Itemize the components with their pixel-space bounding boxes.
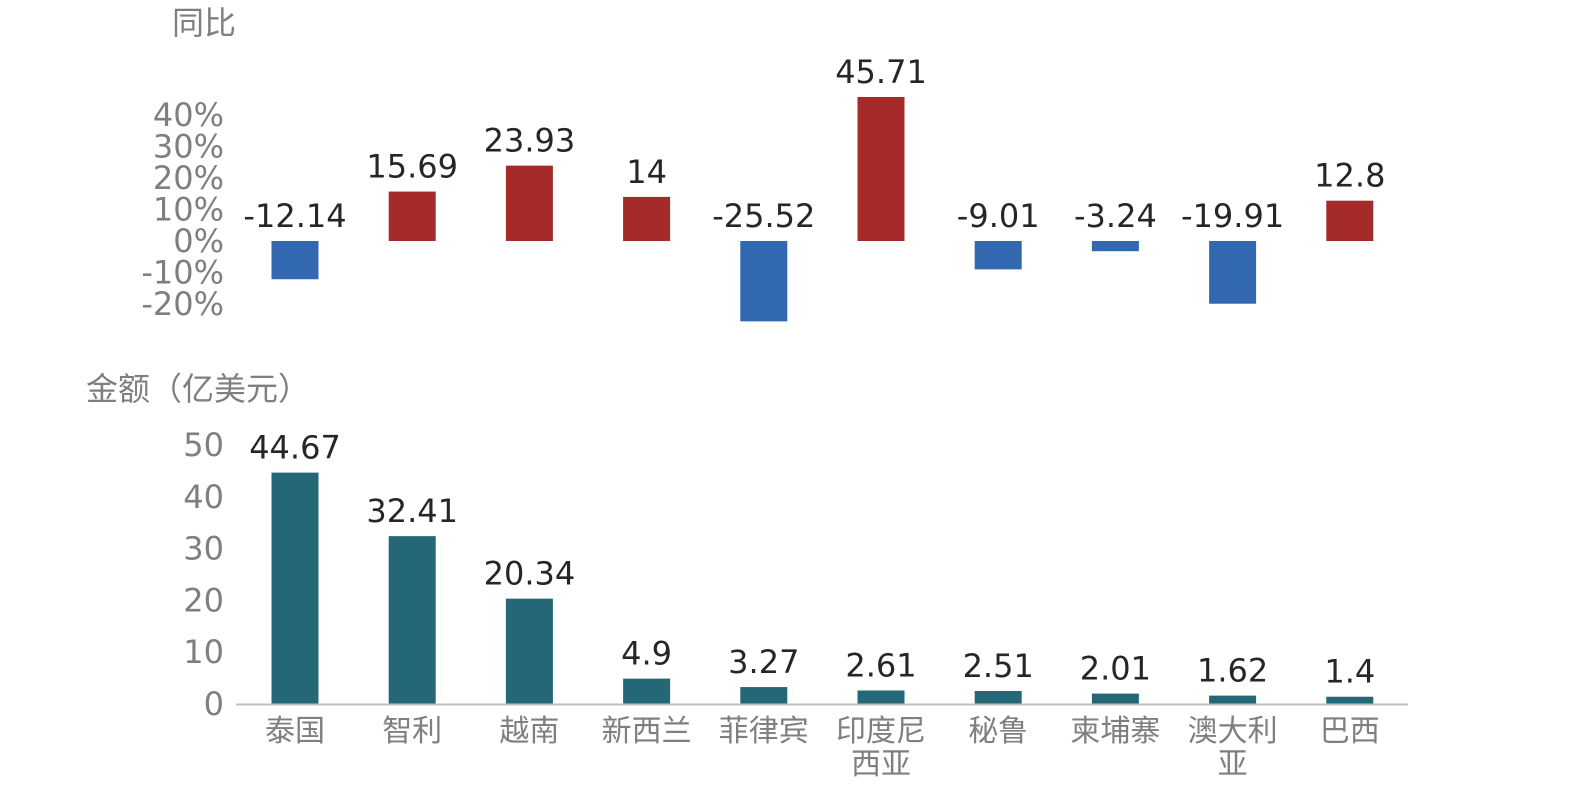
amount-y-tick: 50	[183, 426, 224, 464]
yoy-y-tick: 40%	[153, 96, 224, 134]
yoy-value-label: -12.14	[243, 197, 346, 235]
category-label: 秘鲁	[968, 714, 1028, 749]
amount-y-tick: 0	[204, 685, 224, 723]
amount-bar-cat-4	[740, 687, 788, 704]
category-label: 巴西	[1320, 714, 1380, 749]
yoy-value-label: -9.01	[957, 197, 1040, 235]
amount-y-tick: 10	[183, 633, 224, 671]
amount-bar-cat-2	[505, 598, 553, 704]
yoy-bar-cat-7	[1091, 241, 1139, 252]
yoy-value-label: 15.69	[366, 148, 458, 186]
yoy-axis-title: 同比	[172, 4, 236, 42]
amount-y-tick: 20	[183, 581, 224, 619]
amount-bar-cat-5	[857, 690, 905, 704]
amount-bar-cat-6	[974, 690, 1022, 704]
amount-value-label: 1.4	[1324, 653, 1375, 691]
amount-value-label: 1.62	[1197, 652, 1268, 690]
yoy-bar-cat-5	[857, 97, 905, 242]
yoy-bar-cat-0	[271, 241, 319, 280]
amount-value-label: 2.61	[845, 646, 916, 684]
amount-value-label: 20.34	[484, 555, 576, 593]
yoy-value-label: -19.91	[1181, 197, 1284, 235]
amount-bar-chart: 金额（亿美元） 50 40 30 20 10 0 44.67 32.41 20.34 4.9 3.…	[86, 370, 1408, 782]
yoy-bar-cat-2	[505, 165, 553, 241]
category-label: 印度尼西亚	[836, 714, 926, 782]
yoy-value-label: 14	[626, 153, 667, 191]
yoy-bar-cat-3	[623, 196, 671, 241]
yoy-value-label: -25.52	[712, 197, 815, 235]
yoy-value-label: 45.71	[835, 53, 927, 91]
yoy-y-tick: 30%	[153, 128, 224, 166]
category-label: 柬埔寨	[1070, 714, 1160, 749]
amount-y-tick: 30	[183, 530, 224, 568]
amount-y-tick: 40	[183, 478, 224, 516]
amount-bar-cat-9	[1326, 696, 1374, 704]
yoy-value-label: -3.24	[1074, 197, 1157, 235]
category-label: 泰国	[265, 714, 325, 749]
yoy-value-label: 23.93	[484, 122, 576, 160]
yoy-value-label: 12.8	[1314, 157, 1385, 195]
yoy-bar-cat-1	[388, 191, 436, 241]
yoy-y-tick: -20%	[141, 285, 224, 323]
amount-bar-cat-3	[623, 678, 671, 704]
yoy-bar-cat-4	[740, 241, 788, 322]
category-label: 菲律宾	[719, 714, 809, 749]
amount-value-label: 44.67	[249, 429, 341, 467]
category-label: 智利	[382, 714, 442, 749]
amount-value-label: 2.51	[963, 647, 1034, 685]
amount-axis-title: 金额（亿美元）	[86, 370, 310, 408]
amount-value-label: 4.9	[621, 635, 672, 673]
category-label: 新西兰	[602, 714, 692, 749]
category-label: 越南	[499, 714, 559, 749]
amount-bar-cat-7	[1091, 693, 1139, 704]
amount-value-label: 32.41	[366, 492, 458, 530]
amount-value-label: 2.01	[1080, 650, 1151, 688]
yoy-bar-cat-9	[1326, 200, 1374, 241]
yoy-y-tick: 10%	[153, 191, 224, 229]
amount-value-label: 3.27	[728, 643, 799, 681]
yoy-y-tick: 20%	[153, 159, 224, 197]
yoy-bar-cat-8	[1209, 241, 1257, 304]
yoy-bar-cat-6	[974, 241, 1022, 270]
yoy-y-tick: 0%	[173, 222, 224, 260]
amount-bar-cat-0	[271, 472, 319, 704]
category-label: 澳大利亚	[1188, 714, 1278, 782]
yoy-y-tick: -10%	[141, 254, 224, 292]
amount-bar-cat-8	[1209, 695, 1257, 704]
yoy-bar-chart: 同比 40%30%20%10%0%-10%-20% -12.14 15.69 23.…	[141, 4, 1385, 323]
amount-bar-cat-1	[388, 536, 436, 704]
